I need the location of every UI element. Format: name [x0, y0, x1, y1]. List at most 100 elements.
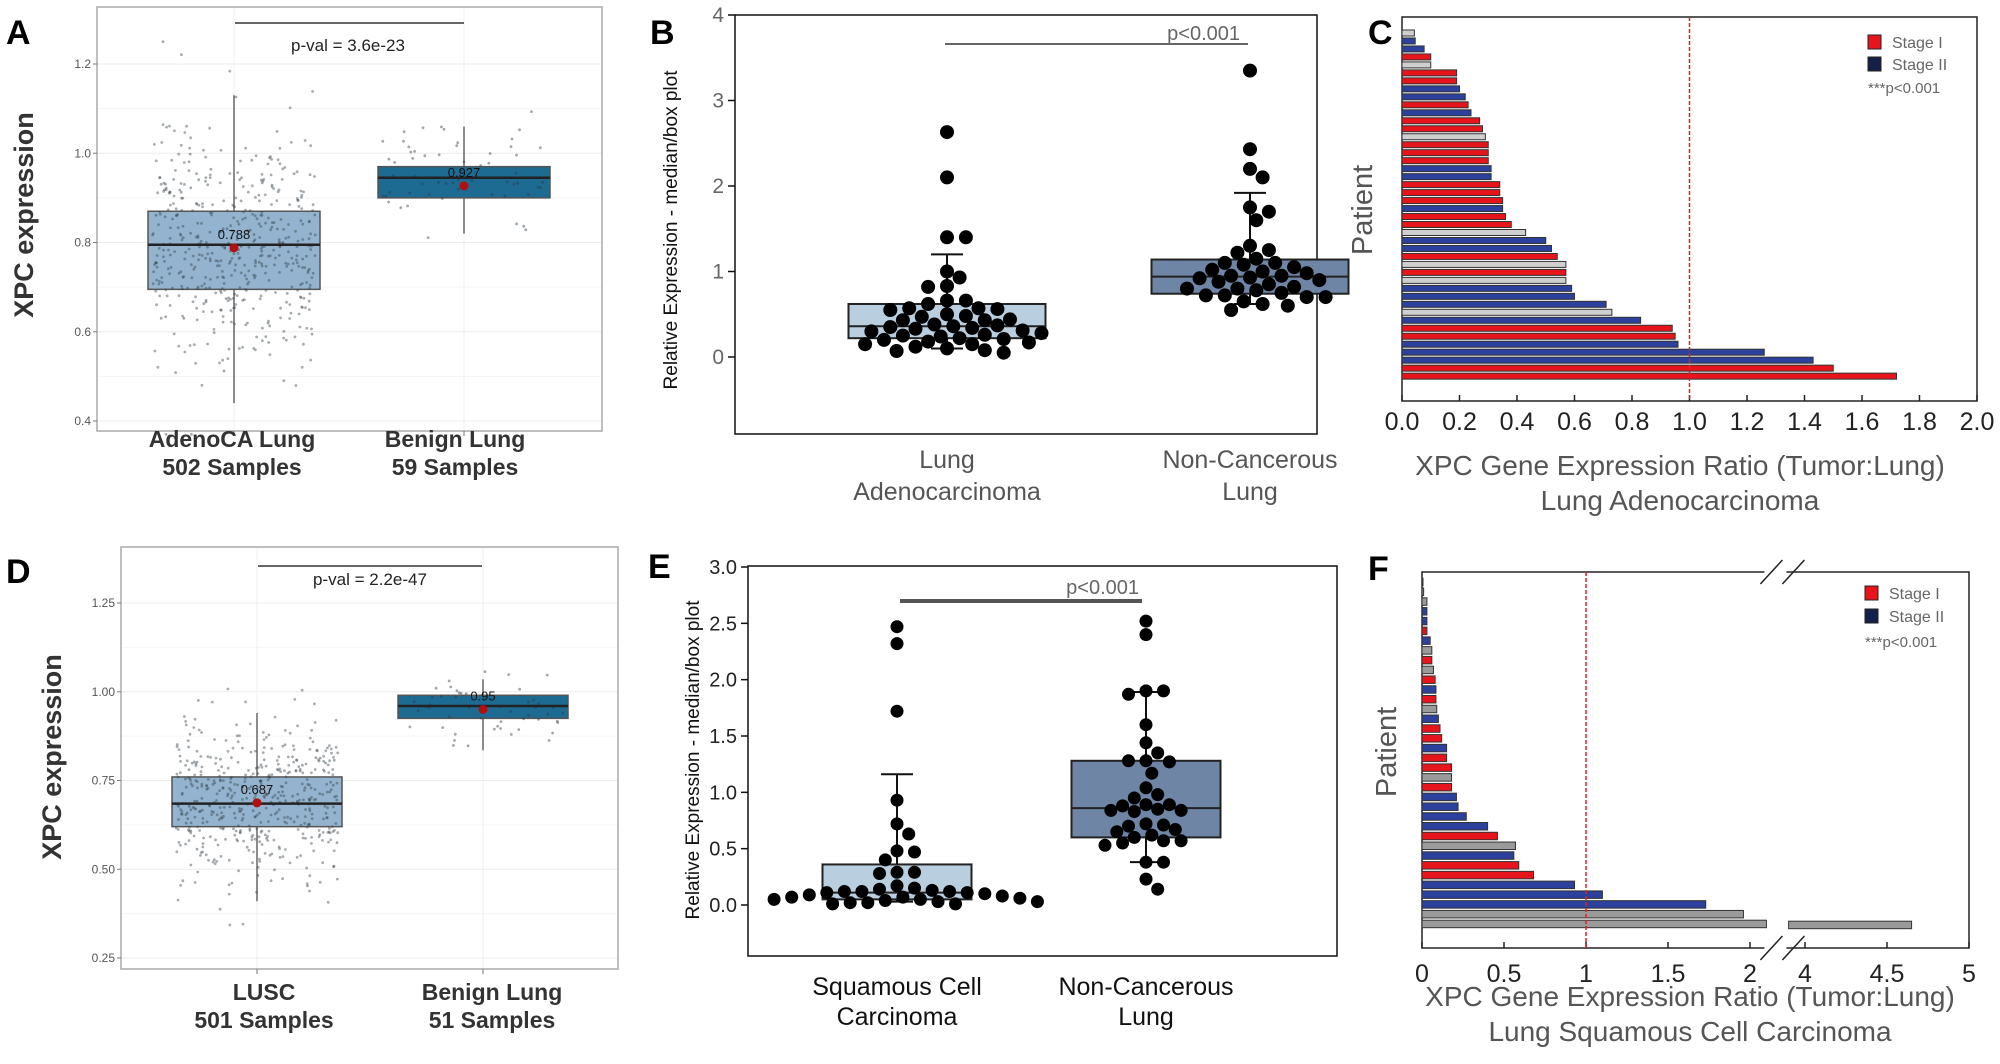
data-point: [201, 202, 204, 206]
data-point: [288, 303, 292, 306]
data-point: [336, 831, 340, 835]
data-point: [243, 298, 246, 301]
data-point: [187, 829, 191, 833]
data-point: [273, 793, 277, 797]
data-point: [198, 829, 202, 832]
data-point: [448, 715, 451, 719]
data-point: [260, 249, 264, 253]
box-group: 0.927: [377, 110, 551, 240]
data-point: [1217, 288, 1232, 303]
data-point: [177, 344, 181, 348]
data-point: [1030, 895, 1044, 909]
data-point: [303, 786, 307, 790]
data-point: [178, 188, 182, 192]
data-point: [321, 839, 324, 842]
data-point: [908, 881, 921, 895]
x-tick-label: 0.0: [1385, 408, 1420, 436]
data-point: [324, 761, 327, 765]
data-point: [230, 881, 234, 885]
data-point: [228, 923, 232, 927]
data-point: [231, 203, 235, 207]
data-point: [237, 807, 241, 810]
data-point: [257, 260, 261, 264]
x-category-label: Lung: [919, 446, 975, 474]
x-tick-label: 2.0: [1960, 408, 1995, 436]
plot-frame: [96, 6, 603, 432]
bar: [1401, 165, 1492, 173]
data-point: [238, 734, 241, 738]
data-point: [240, 176, 243, 180]
data-point: [230, 794, 234, 798]
bar: [1401, 244, 1552, 252]
data-point: [331, 830, 335, 833]
data-point: [311, 740, 315, 744]
bar: [1401, 300, 1607, 308]
data-point: [292, 744, 295, 748]
data-point: [229, 236, 233, 240]
bar: [1421, 743, 1448, 753]
data-point: [187, 804, 191, 808]
data-point: [214, 259, 218, 262]
data-point: [226, 794, 230, 798]
data-point: [251, 772, 255, 776]
data-point: [311, 271, 315, 275]
data-point: [189, 778, 193, 782]
data-point: [152, 270, 156, 274]
data-point: [252, 240, 256, 243]
data-point: [1255, 264, 1270, 279]
data-point: [315, 749, 319, 753]
data-point: [246, 282, 249, 286]
data-point: [197, 258, 200, 262]
data-point: [264, 221, 267, 225]
data-point: [259, 821, 263, 824]
panel-c: C 0.0 0.2 0.4 0.6 0.8 1.0 1.2 1.4 1.6 1.8 2.0 Stage …: [1347, 14, 1994, 516]
data-point: [1287, 279, 1302, 294]
data-point: [223, 288, 227, 292]
data-point: [277, 808, 281, 812]
bar: [1421, 655, 1433, 665]
data-point: [164, 433, 168, 436]
data-point: [1198, 288, 1213, 303]
panel-letter: D: [6, 553, 31, 591]
data-point: [245, 845, 249, 849]
data-point: [192, 760, 196, 764]
data-point: [270, 158, 273, 161]
data-point: [204, 298, 208, 302]
data-point: [317, 835, 321, 839]
data-point: [514, 171, 518, 175]
data-point: [215, 799, 218, 802]
data-point: [325, 790, 329, 794]
data-point: [234, 196, 238, 200]
data-point: [184, 821, 188, 825]
data-point: [234, 263, 238, 267]
y-tick-label: 0.4: [74, 414, 91, 428]
data-point: [195, 799, 199, 803]
data-point: [292, 820, 296, 824]
data-point: [279, 794, 283, 797]
x-category-label: Benign Lung: [385, 426, 526, 452]
data-point: [301, 222, 305, 226]
data-point: [169, 203, 172, 207]
data-point: [219, 259, 223, 263]
data-point: [335, 794, 338, 798]
data-point: [183, 257, 187, 261]
data-point: [290, 269, 294, 272]
data-point: [451, 181, 455, 185]
bar: [1401, 85, 1460, 93]
data-point: [195, 780, 199, 783]
data-point: [258, 779, 262, 783]
bar: [1421, 792, 1457, 802]
data-point: [1230, 245, 1245, 260]
data-point: [237, 257, 241, 260]
data-point: [179, 143, 183, 147]
data-point: [331, 783, 335, 787]
data-point: [408, 725, 412, 729]
data-point: [199, 851, 203, 854]
data-point: [329, 838, 333, 842]
data-point: [890, 704, 904, 718]
data-point: [279, 784, 283, 788]
data-point: [215, 792, 219, 796]
data-point: [260, 765, 264, 769]
data-point: [208, 126, 212, 130]
